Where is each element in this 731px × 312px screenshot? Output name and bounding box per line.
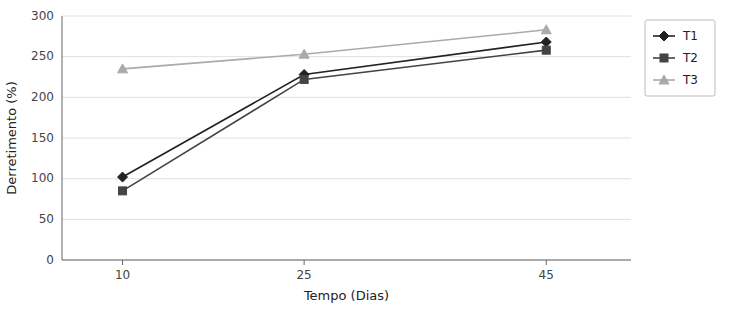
x-tick [122,260,123,265]
point-marker [542,46,550,54]
x-tick-label: 10 [115,268,130,282]
x-tick [304,260,305,265]
point-marker [541,25,551,34]
legend-marker [659,75,669,84]
series-line [123,50,547,191]
x-tick-label: 45 [539,268,554,282]
grid [62,16,631,260]
y-tick-label: 200 [31,90,54,104]
point-marker [119,187,127,195]
y-tick-label: 150 [31,131,54,145]
legend-marker [659,31,669,41]
grid-line [62,219,631,220]
point-marker [541,37,551,47]
y-tick-label: 50 [39,212,54,226]
legend-box [645,20,715,96]
point-marker [118,172,128,182]
plot-data [118,25,552,195]
series [119,46,551,195]
grid-line [62,56,631,57]
grid-line [62,16,631,17]
y-tick-label: 100 [31,171,54,185]
grid-line [62,97,631,98]
point-marker [299,49,309,58]
x-axis [62,260,631,261]
point-marker [300,75,308,83]
y-tick-label: 300 [31,9,54,23]
legend-marker [660,54,668,62]
point-marker [118,64,128,73]
y-tick-label: 0 [46,253,54,267]
x-axis-label: Tempo (Dias) [303,288,389,303]
legend-label: T2 [682,51,698,65]
chart: 0 50 100 150 200 250 300 10 25 45 Tempo (Dias) Derr… [0,0,731,312]
grid-line [62,138,631,139]
grid-line [62,260,631,261]
legend-label: T1 [682,29,698,43]
series [118,37,552,182]
grid-line [62,178,631,179]
x-tick-label: 25 [296,268,311,282]
legend-label: T3 [682,73,698,87]
series-line [123,30,547,69]
y-axis [62,16,63,260]
series-line [123,42,547,177]
y-axis-label: Derretimento (%) [4,81,19,194]
legend: T1 T2 T3 [645,20,715,96]
y-tick-label: 250 [31,49,54,63]
series [118,25,552,73]
x-tick [546,260,547,265]
